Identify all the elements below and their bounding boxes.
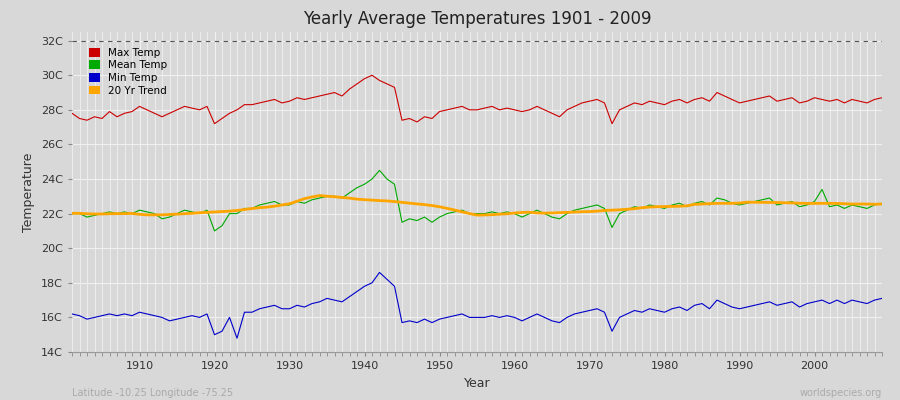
Legend: Max Temp, Mean Temp, Min Temp, 20 Yr Trend: Max Temp, Mean Temp, Min Temp, 20 Yr Tre… <box>86 44 172 100</box>
Text: Latitude -10.25 Longitude -75.25: Latitude -10.25 Longitude -75.25 <box>72 388 233 398</box>
Title: Yearly Average Temperatures 1901 - 2009: Yearly Average Temperatures 1901 - 2009 <box>302 10 652 28</box>
X-axis label: Year: Year <box>464 376 490 390</box>
Y-axis label: Temperature: Temperature <box>22 152 35 232</box>
Text: worldspecies.org: worldspecies.org <box>800 388 882 398</box>
